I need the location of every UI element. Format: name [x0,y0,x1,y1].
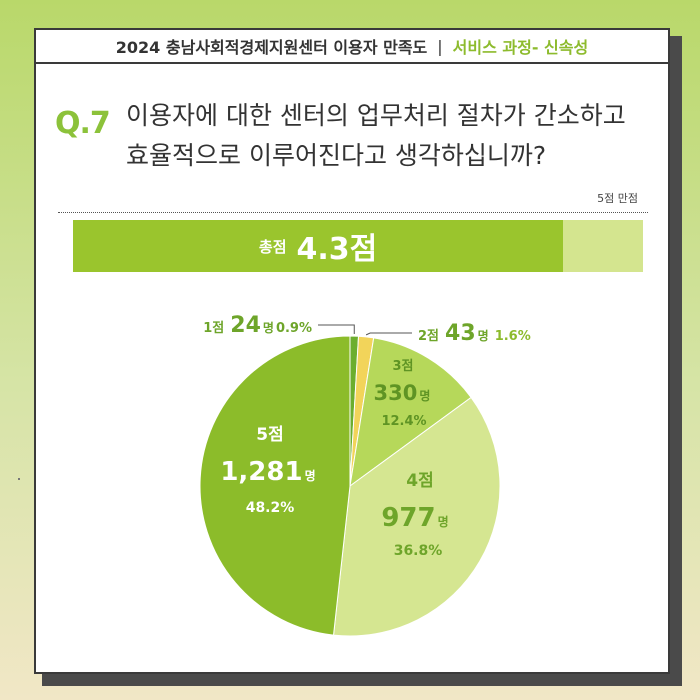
max-score-label: 5점 만점 [597,192,638,205]
slice-2-leader-line [365,332,412,336]
slice-1-callout: 1점 24 명 0.9% [203,313,312,338]
question-text: 이용자에 대한 센터의 업무처리 절차가 간소하고 효율적으로 이루어진다고 생… [126,96,656,176]
slice-3-count: 330 명 [374,381,431,405]
slice-2-callout: 2점 43 명 1.6% [418,321,531,346]
question-line-1: 이용자에 대한 센터의 업무처리 절차가 간소하고 [126,101,626,130]
score-label: 총점 [258,237,287,256]
score-bar: 총점 4.3점 [73,220,643,272]
pie-slice-3 [349,337,472,488]
card-header: 2024 충남사회적경제지원센터 이용자 만족도 | 서비스 과정- 신속성 [36,30,668,64]
slice-4-count: 977 명 [381,503,448,533]
slice-5-percent: 48.2% [246,500,295,516]
pie-slice-5 [199,335,351,636]
stray-dot [18,478,20,480]
slice-4-percent: 36.8% [394,543,443,559]
slice-1-leader-line [318,324,355,335]
score-bar-fill: 총점 4.3점 [73,220,564,272]
question-number: Q.7 [55,106,111,141]
slice-3-percent: 12.4% [381,414,426,429]
dotted-divider [58,212,648,213]
slice-5-count: 1,281 명 [220,457,315,487]
survey-category: 서비스 과정- 신속성 [452,38,589,57]
slice-5-label: 5점 [256,425,283,445]
score-value: 4.3점 [296,232,378,267]
survey-title: 2024 충남사회적경제지원센터 이용자 만족도 [115,38,428,57]
slice-4-label: 4점 [406,471,433,491]
slice-3-label: 3점 [392,359,413,374]
question-line-2: 효율적으로 이루어진다고 생각하십니까? [126,141,547,170]
pie-slice-4 [332,396,501,637]
title-separator: | [437,36,443,56]
